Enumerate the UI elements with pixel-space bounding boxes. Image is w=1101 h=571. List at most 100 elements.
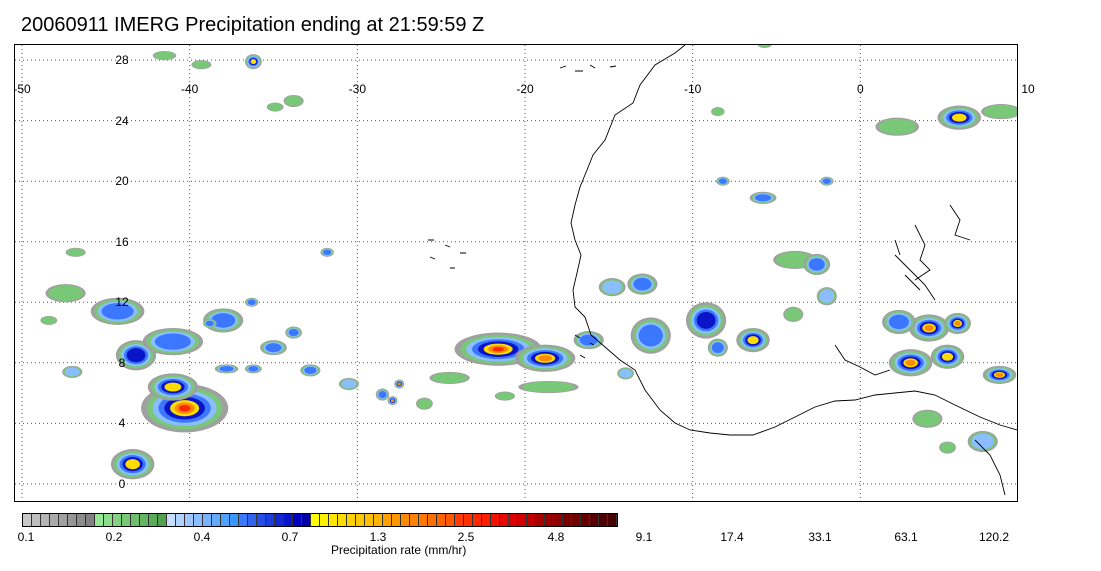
precip-cell-blue — [638, 324, 663, 347]
colorbar-swatch — [158, 514, 167, 526]
colorbar-swatch — [509, 514, 518, 526]
colorbar — [22, 513, 618, 527]
precip-cell-yellow — [250, 59, 257, 65]
precip-cell-green — [48, 285, 84, 302]
colorbar-tick-label: 0.7 — [281, 530, 299, 544]
precip-cell-orange — [924, 324, 934, 332]
precip-cell-blue — [219, 366, 234, 372]
colorbar-swatch — [176, 514, 185, 526]
colorbar-swatch — [320, 514, 329, 526]
colorbar-swatch — [185, 514, 194, 526]
precip-cell-green — [192, 60, 211, 69]
precip-cell-blue — [378, 390, 387, 399]
precip-cell-yellow — [164, 382, 182, 392]
colorbar-caption: Precipitation rate (mm/hr) — [331, 543, 467, 557]
colorbar-swatch — [311, 514, 320, 526]
colorbar-tick-label: 1.3 — [369, 530, 387, 544]
colorbar-swatch — [86, 514, 95, 526]
inland-water-1 — [894, 224, 931, 281]
colorbar-swatch — [41, 514, 50, 526]
precip-cell-green — [284, 95, 303, 107]
precip-cell-yellow — [747, 336, 759, 345]
colorbar-swatch — [518, 514, 527, 526]
colorbar-swatch — [266, 514, 275, 526]
longitude-label: -20 — [516, 82, 534, 96]
inland-water-2 — [834, 344, 891, 376]
colorbar-swatch — [455, 514, 464, 526]
latitude-label: 8 — [118, 355, 126, 370]
precip-cell-blue — [579, 334, 598, 346]
precip-cell-orange — [391, 399, 395, 403]
precip-cell-green — [41, 316, 57, 325]
canary-islands — [559, 64, 617, 72]
precip-cell-blue — [323, 249, 332, 256]
precip-cell-orange — [538, 355, 553, 362]
precip-cell-blue — [154, 333, 192, 350]
river-lines — [894, 254, 936, 301]
colorbar-swatch — [383, 514, 392, 526]
precip-cell-green — [267, 103, 283, 111]
precip-cell-green — [432, 372, 467, 384]
coastline — [428, 45, 1017, 496]
latitude-label: 4 — [118, 416, 126, 431]
colorbar-swatch — [239, 514, 248, 526]
colorbar-swatch — [32, 514, 41, 526]
longitude-label: 0 — [856, 82, 864, 96]
precip-cell-lightblue — [602, 280, 623, 294]
precip-cell-orange — [954, 320, 961, 326]
colorbar-tick-label: 33.1 — [808, 530, 832, 544]
precip-cell-green — [417, 398, 432, 409]
precip-cell-green — [496, 392, 514, 401]
colorbar-swatch — [275, 514, 284, 526]
inland-water-3 — [949, 204, 971, 241]
precip-cell-yellow — [125, 459, 140, 470]
precip-cell-orange — [397, 382, 401, 386]
colorbar-swatch — [365, 514, 374, 526]
colorbar-swatch — [95, 514, 104, 526]
colorbar-swatch — [23, 514, 32, 526]
graticule — [15, 45, 1017, 501]
map-title: 20060911 IMERG Precipitation ending at 2… — [21, 14, 485, 36]
longitude-label: -40 — [180, 82, 199, 96]
precip-cell-green — [712, 107, 724, 116]
colorbar-swatch — [50, 514, 59, 526]
colorbar-swatch — [608, 514, 617, 526]
precip-cell-green — [940, 442, 955, 453]
colorbar-swatch — [248, 514, 257, 526]
colorbar-swatch — [347, 514, 356, 526]
precip-cell-yellow — [951, 113, 967, 122]
colorbar-swatch — [554, 514, 563, 526]
colorbar-tick-label: 0.2 — [105, 530, 123, 544]
cape-verde — [428, 239, 466, 269]
colorbar-swatch — [482, 514, 491, 526]
precip-cell-blue — [888, 314, 909, 330]
colorbar-swatch — [212, 514, 221, 526]
colorbar-tick-label: 0.1 — [17, 530, 35, 544]
colorbar-swatch — [410, 514, 419, 526]
colorbar-swatch — [581, 514, 590, 526]
precip-cell-green — [758, 45, 771, 48]
colorbar-swatch — [500, 514, 509, 526]
colorbar-swatch — [527, 514, 536, 526]
longitude-label: 10 — [1021, 82, 1035, 96]
precip-cell-blue — [248, 366, 259, 372]
precip-cell-red — [492, 346, 504, 352]
colorbar-swatch — [572, 514, 581, 526]
latitude-label: 28 — [115, 53, 129, 68]
precip-cell-lightblue — [341, 379, 357, 389]
colorbar-swatch — [428, 514, 437, 526]
precip-cell-green — [154, 51, 175, 60]
precip-cell-lightblue — [971, 433, 994, 450]
colorbar-swatch — [203, 514, 212, 526]
precip-cell-green — [66, 248, 85, 257]
colorbar-swatch — [77, 514, 86, 526]
precip-cell-lightblue — [619, 368, 632, 378]
colorbar-tick-label: 0.4 — [193, 530, 211, 544]
colorbar-swatch — [122, 514, 131, 526]
colorbar-swatch — [293, 514, 302, 526]
precip-cell-lightblue — [819, 289, 835, 303]
longitude-label: -50 — [13, 82, 31, 96]
colorbar-tick-label: 4.8 — [547, 530, 565, 544]
colorbar-tick-label: 120.2 — [978, 530, 1010, 544]
latitude-label: 24 — [115, 113, 129, 128]
